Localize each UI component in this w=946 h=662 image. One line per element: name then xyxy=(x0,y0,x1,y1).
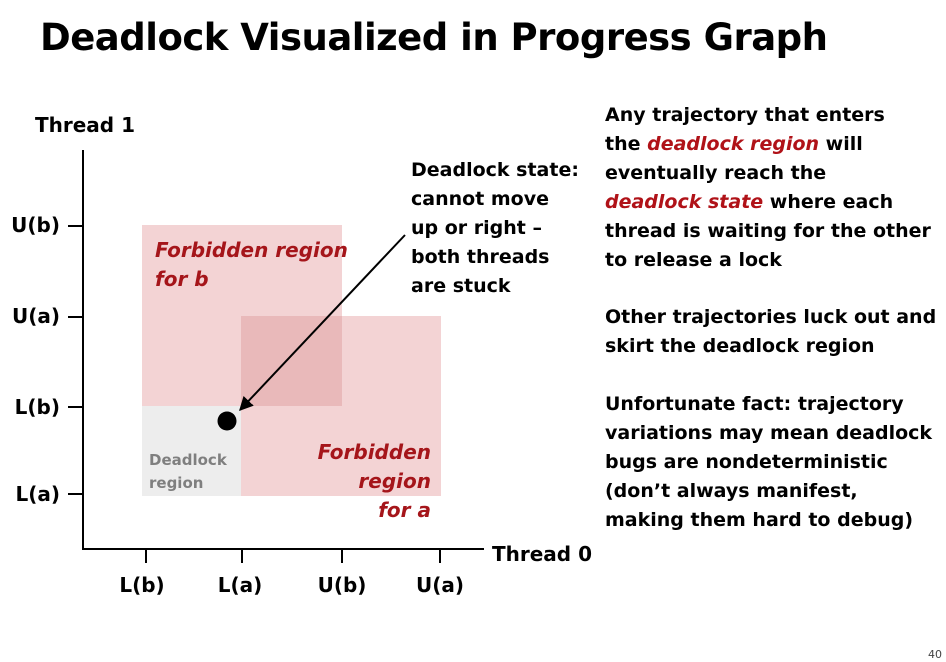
y-axis-title: Thread 1 xyxy=(35,113,135,137)
region-label-line: for b xyxy=(155,267,209,291)
emphasis-deadlock-state: deadlock state xyxy=(605,191,764,213)
explanation-paragraph-3: Unfortunate fact: trajectory variations … xyxy=(605,390,935,535)
deadlock-state-callout: Deadlock state: cannot move up or right … xyxy=(411,156,579,301)
text-line: Unfortunate fact: trajectory xyxy=(605,393,904,415)
region-label-line: Forbidden region xyxy=(317,440,431,493)
deadlock-state-dot xyxy=(217,411,237,431)
region-label-line: Deadlock xyxy=(149,451,227,469)
y-tick-label: L(b) xyxy=(14,395,60,419)
forbidden-region-b-label: Forbidden region for b xyxy=(155,236,348,294)
text-line: variations may mean deadlock xyxy=(605,422,933,444)
region-label-line: for a xyxy=(378,498,431,522)
explanation-paragraph-1: Any trajectory that enters the deadlock … xyxy=(605,101,935,275)
y-tick-label: U(a) xyxy=(11,304,60,328)
text-run: the xyxy=(605,133,648,155)
text-line: thread is waiting for the other xyxy=(605,220,931,242)
text-line: skirt the deadlock region xyxy=(605,335,875,357)
text-line: bugs are nondeterministic xyxy=(605,451,888,473)
text-line: Any trajectory that enters xyxy=(605,104,885,126)
text-line: deadlock state where each xyxy=(605,188,935,217)
region-label-line: region xyxy=(149,474,204,492)
deadlock-state-arrow xyxy=(239,234,406,412)
x-tick-label: U(b) xyxy=(317,573,367,597)
callout-line: are stuck xyxy=(411,275,511,297)
text-line: making them hard to debug) xyxy=(605,509,913,531)
text-run: will xyxy=(819,133,863,155)
text-line: (don’t always manifest, xyxy=(605,480,858,502)
y-tick-label: U(b) xyxy=(11,213,60,237)
x-tick-label: L(a) xyxy=(217,573,263,597)
text-run: where each xyxy=(763,191,894,213)
emphasis-deadlock-region: deadlock region xyxy=(647,133,820,155)
page-number: 40 xyxy=(928,648,942,661)
callout-line: Deadlock state: xyxy=(411,159,579,181)
text-line: Other trajectories luck out and xyxy=(605,306,937,328)
callout-line: cannot move xyxy=(411,188,550,210)
callout-line: both threads xyxy=(411,246,550,268)
y-tick-label: L(a) xyxy=(15,482,60,506)
slide-title: Deadlock Visualized in Progress Graph xyxy=(40,16,828,59)
x-tick-label: U(a) xyxy=(415,573,465,597)
forbidden-region-a-label: Forbidden region for a xyxy=(258,438,431,525)
text-line: eventually reach the xyxy=(605,162,827,184)
x-axis-title: Thread 0 xyxy=(492,542,592,566)
deadlock-region-label: Deadlock region xyxy=(149,449,227,495)
x-tick-label: L(b) xyxy=(119,573,165,597)
callout-line: up or right – xyxy=(411,217,542,239)
text-line: the deadlock region will xyxy=(605,130,935,159)
text-line: to release a lock xyxy=(605,249,782,271)
explanation-paragraph-2: Other trajectories luck out and skirt th… xyxy=(605,303,937,361)
region-label-line: Forbidden region xyxy=(155,238,348,262)
